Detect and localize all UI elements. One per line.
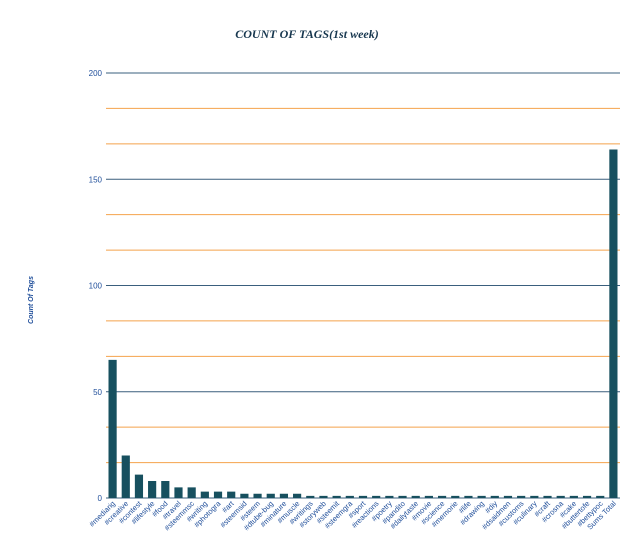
bar <box>121 455 130 498</box>
bar <box>490 495 499 498</box>
bar <box>543 495 552 498</box>
bar <box>240 493 249 498</box>
bar <box>213 491 223 498</box>
bar <box>332 495 341 498</box>
bar <box>174 487 183 498</box>
bar <box>306 495 315 498</box>
bar <box>596 495 605 498</box>
bar <box>569 495 578 498</box>
bar <box>517 495 526 498</box>
y-tick-label: 150 <box>89 175 103 184</box>
bar <box>293 493 302 498</box>
bar <box>477 495 486 498</box>
bar <box>266 493 275 498</box>
bar <box>161 481 170 498</box>
bar <box>437 495 447 498</box>
bar <box>134 474 144 498</box>
bar <box>464 495 473 498</box>
bar <box>556 495 565 498</box>
bar <box>503 495 513 498</box>
bar <box>187 487 196 498</box>
y-tick-label: 100 <box>89 282 103 291</box>
y-axis-ticks: 0 50 100 150 200 <box>89 69 103 503</box>
bar <box>345 495 354 498</box>
bars <box>108 149 618 498</box>
y-axis-label: Count Of Tags <box>28 276 35 324</box>
bar <box>319 495 328 498</box>
grid-lines <box>106 72 620 499</box>
bar <box>582 495 592 498</box>
bar <box>227 491 236 498</box>
bar <box>108 359 117 498</box>
y-tick-label: 200 <box>89 69 103 78</box>
bar <box>148 481 157 498</box>
bar <box>200 491 209 498</box>
chart-title: COUNT OF TAGS(1st week) <box>235 27 378 41</box>
bar <box>358 495 368 498</box>
bar <box>451 495 460 498</box>
bar <box>609 149 618 498</box>
bar <box>279 493 289 498</box>
bar <box>385 495 394 498</box>
bar <box>424 495 433 498</box>
bar <box>372 495 381 498</box>
bar <box>530 495 539 498</box>
y-tick-label: 0 <box>98 494 103 503</box>
x-axis-ticks: #mediarig#creative#contest#lifestyle#foo… <box>87 498 618 532</box>
bar <box>253 493 262 498</box>
bar <box>398 495 407 498</box>
bar <box>411 495 420 498</box>
y-tick-label: 50 <box>93 388 102 397</box>
